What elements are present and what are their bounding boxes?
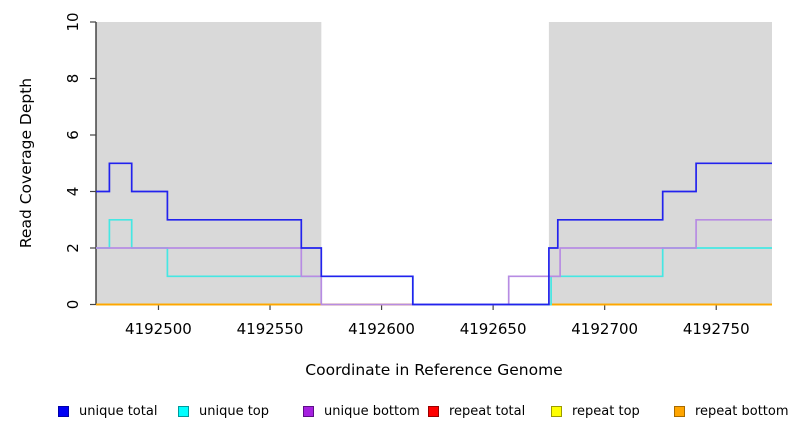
y-tick-label: 8 — [64, 74, 82, 84]
legend-item-repeat-total: repeat total — [428, 403, 525, 419]
legend-item-repeat-bottom: repeat bottom — [674, 403, 789, 419]
x-tick-label: 4192750 — [683, 320, 750, 338]
legend-swatch-unique-top — [178, 405, 189, 417]
plot-generated: 4192500 4192550 4192600 4192650 4192700 41927… — [64, 12, 772, 338]
legend-swatch-repeat-top — [551, 405, 562, 417]
x-tick-label: 4192650 — [460, 320, 527, 338]
y-tick-label: 6 — [64, 130, 82, 140]
coverage-plot: 4192500 4192550 4192600 4192650 4192700 41927… — [17, 12, 772, 379]
series-line-unique-bottom — [96, 218, 772, 306]
legend-label: repeat bottom — [695, 403, 789, 419]
y-tick-label: 0 — [64, 300, 82, 310]
legend-label: unique total — [79, 403, 158, 419]
x-tick-label: 4192550 — [237, 320, 304, 338]
x-axis-title: Coordinate in Reference Genome — [305, 361, 562, 379]
legend-swatch-repeat-bottom — [674, 405, 685, 417]
legend-item-unique-total: unique total — [58, 403, 157, 419]
legend-swatch-unique-bottom — [303, 405, 314, 417]
legend-label: unique bottom — [324, 403, 420, 419]
y-tick-label: 4 — [64, 187, 82, 197]
legend: unique total unique top unique bottom re… — [0, 401, 792, 421]
legend-label: repeat top — [572, 403, 640, 419]
shaded-region — [96, 22, 322, 305]
y-axis-title: Read Coverage Depth — [17, 78, 35, 248]
legend-item-unique-top: unique top — [178, 403, 269, 419]
y-tick-label: 10 — [64, 12, 82, 31]
legend-swatch-repeat-total — [428, 405, 439, 417]
y-tick-label: 2 — [64, 243, 82, 253]
series-line-unique-top — [96, 218, 772, 306]
legend-item-repeat-top: repeat top — [551, 403, 640, 419]
legend-label: repeat total — [449, 403, 526, 419]
legend-item-unique-bottom: unique bottom — [303, 403, 420, 419]
series-line-unique-total — [96, 162, 772, 306]
x-tick-label: 4192600 — [348, 320, 415, 338]
legend-label: unique top — [199, 403, 270, 419]
x-tick-label: 4192700 — [571, 320, 638, 338]
legend-swatch-unique-total — [58, 405, 69, 417]
x-tick-label: 4192500 — [125, 320, 192, 338]
